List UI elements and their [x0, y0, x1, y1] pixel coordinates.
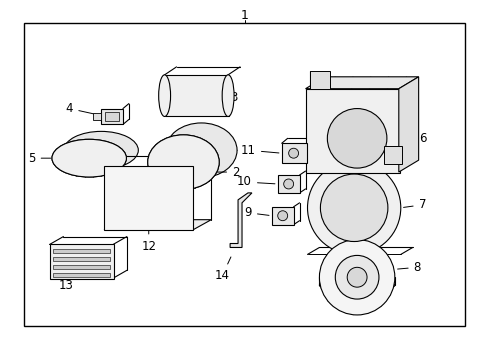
Text: 2: 2: [213, 166, 239, 179]
Text: 13: 13: [59, 270, 80, 292]
Ellipse shape: [64, 131, 138, 169]
Bar: [93, 113, 101, 121]
Bar: [105, 112, 119, 121]
Bar: [164, 75, 229, 117]
Text: 11: 11: [241, 144, 278, 157]
Text: 4: 4: [66, 102, 98, 115]
Polygon shape: [104, 166, 193, 230]
Bar: [53, 273, 110, 277]
Circle shape: [307, 161, 400, 255]
Bar: [49, 244, 114, 279]
Ellipse shape: [319, 278, 394, 292]
Ellipse shape: [52, 139, 126, 177]
Bar: [310, 71, 330, 89]
Text: 1: 1: [241, 9, 248, 22]
Text: 14: 14: [214, 257, 230, 282]
Circle shape: [335, 255, 378, 299]
Text: 9: 9: [244, 206, 268, 219]
Bar: [383, 146, 401, 164]
Ellipse shape: [147, 135, 219, 189]
Bar: [53, 265, 110, 269]
Text: 3: 3: [208, 91, 237, 104]
Circle shape: [288, 148, 298, 158]
Bar: [24, 23, 464, 326]
Circle shape: [320, 174, 387, 242]
Bar: [281, 143, 306, 163]
Text: 12: 12: [141, 225, 156, 252]
Ellipse shape: [52, 139, 126, 177]
Bar: [271, 207, 293, 225]
Text: 5: 5: [28, 152, 51, 165]
Ellipse shape: [165, 123, 237, 177]
Text: 7: 7: [403, 198, 425, 211]
Ellipse shape: [222, 75, 234, 117]
Text: 10: 10: [237, 175, 274, 189]
Bar: [53, 257, 110, 261]
Polygon shape: [305, 77, 418, 89]
Bar: [101, 109, 122, 125]
Circle shape: [277, 211, 287, 221]
Circle shape: [283, 179, 293, 189]
Bar: [53, 249, 110, 253]
Ellipse shape: [158, 75, 170, 117]
Circle shape: [326, 109, 386, 168]
Polygon shape: [230, 193, 251, 247]
Text: 8: 8: [397, 261, 420, 274]
Circle shape: [346, 267, 366, 287]
Circle shape: [319, 239, 394, 315]
Polygon shape: [104, 220, 211, 230]
Text: 6: 6: [403, 132, 425, 145]
Ellipse shape: [147, 135, 219, 189]
Bar: [277, 175, 299, 193]
Polygon shape: [398, 77, 418, 172]
Bar: [305, 89, 399, 173]
